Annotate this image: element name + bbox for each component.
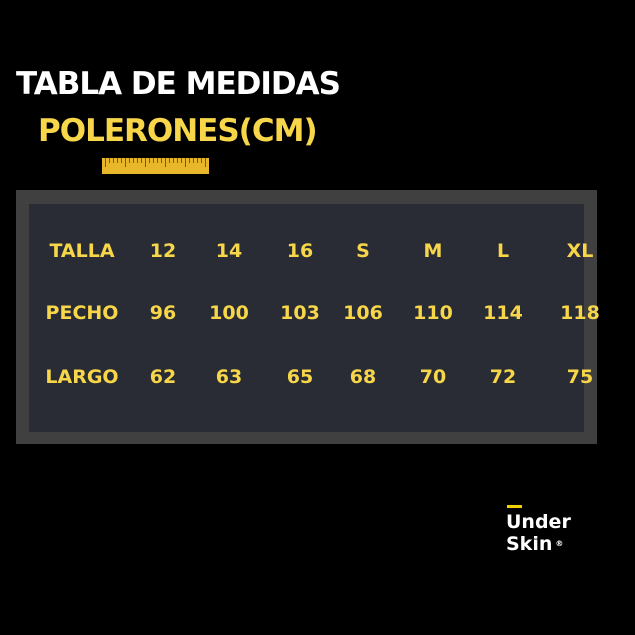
brand-logo: Under Skin ®: [506, 511, 571, 555]
ruler-tick: [145, 158, 146, 167]
table-cell: M: [423, 240, 443, 262]
ruler-icon: [102, 158, 209, 174]
table-cell: 75: [566, 366, 594, 388]
ruler-tick: [129, 158, 130, 163]
ruler-tick: [125, 158, 126, 167]
row-label: PECHO: [45, 302, 119, 324]
table-cell: S: [356, 240, 370, 262]
ruler-tick: [177, 158, 178, 163]
logo-line2: Skin: [506, 533, 553, 555]
registered-mark: ®: [555, 539, 564, 548]
table-cell: 72: [489, 366, 517, 388]
ruler-tick: [121, 158, 122, 163]
ruler-tick: [117, 158, 118, 163]
table-cell: 70: [419, 366, 447, 388]
ruler-tick: [153, 158, 154, 163]
ruler-tick: [137, 158, 138, 163]
logo-line1: Under: [506, 511, 571, 533]
size-table: [29, 204, 584, 432]
table-cell: 14: [215, 240, 243, 262]
row-label: LARGO: [45, 366, 119, 388]
table-cell: 110: [413, 302, 453, 324]
ruler-tick: [169, 158, 170, 163]
ruler-tick: [197, 158, 198, 163]
table-cell: 114: [483, 302, 523, 324]
ruler-tick: [157, 158, 158, 163]
table-cell: 68: [349, 366, 377, 388]
row-label: TALLA: [49, 240, 115, 262]
page-subtitle: POLERONES(CM): [38, 113, 318, 149]
table-cell: 65: [286, 366, 314, 388]
table-cell: XL: [566, 240, 594, 262]
ruler-tick: [205, 158, 206, 167]
ruler-tick: [189, 158, 190, 163]
logo-accent: [507, 505, 522, 508]
table-cell: 103: [280, 302, 320, 324]
table-cell: 118: [560, 302, 600, 324]
table-cell: 63: [215, 366, 243, 388]
ruler-tick: [141, 158, 142, 163]
ruler-tick: [113, 158, 114, 163]
table-cell: 100: [209, 302, 249, 324]
ruler-tick: [181, 158, 182, 163]
table-cell: 16: [286, 240, 314, 262]
table-cell: 62: [149, 366, 177, 388]
table-cell: 106: [343, 302, 383, 324]
ruler-tick: [185, 158, 186, 167]
ruler-tick: [173, 158, 174, 163]
ruler-tick: [109, 158, 110, 163]
page-title: TABLA DE MEDIDAS: [16, 66, 341, 102]
ruler-tick: [201, 158, 202, 163]
table-cell: L: [496, 240, 510, 262]
table-cell: 96: [149, 302, 177, 324]
ruler-tick: [105, 158, 106, 167]
ruler-tick: [133, 158, 134, 163]
ruler-tick: [193, 158, 194, 163]
ruler-tick: [149, 158, 150, 163]
table-cell: 12: [149, 240, 177, 262]
ruler-tick: [161, 158, 162, 163]
ruler-tick: [165, 158, 166, 167]
